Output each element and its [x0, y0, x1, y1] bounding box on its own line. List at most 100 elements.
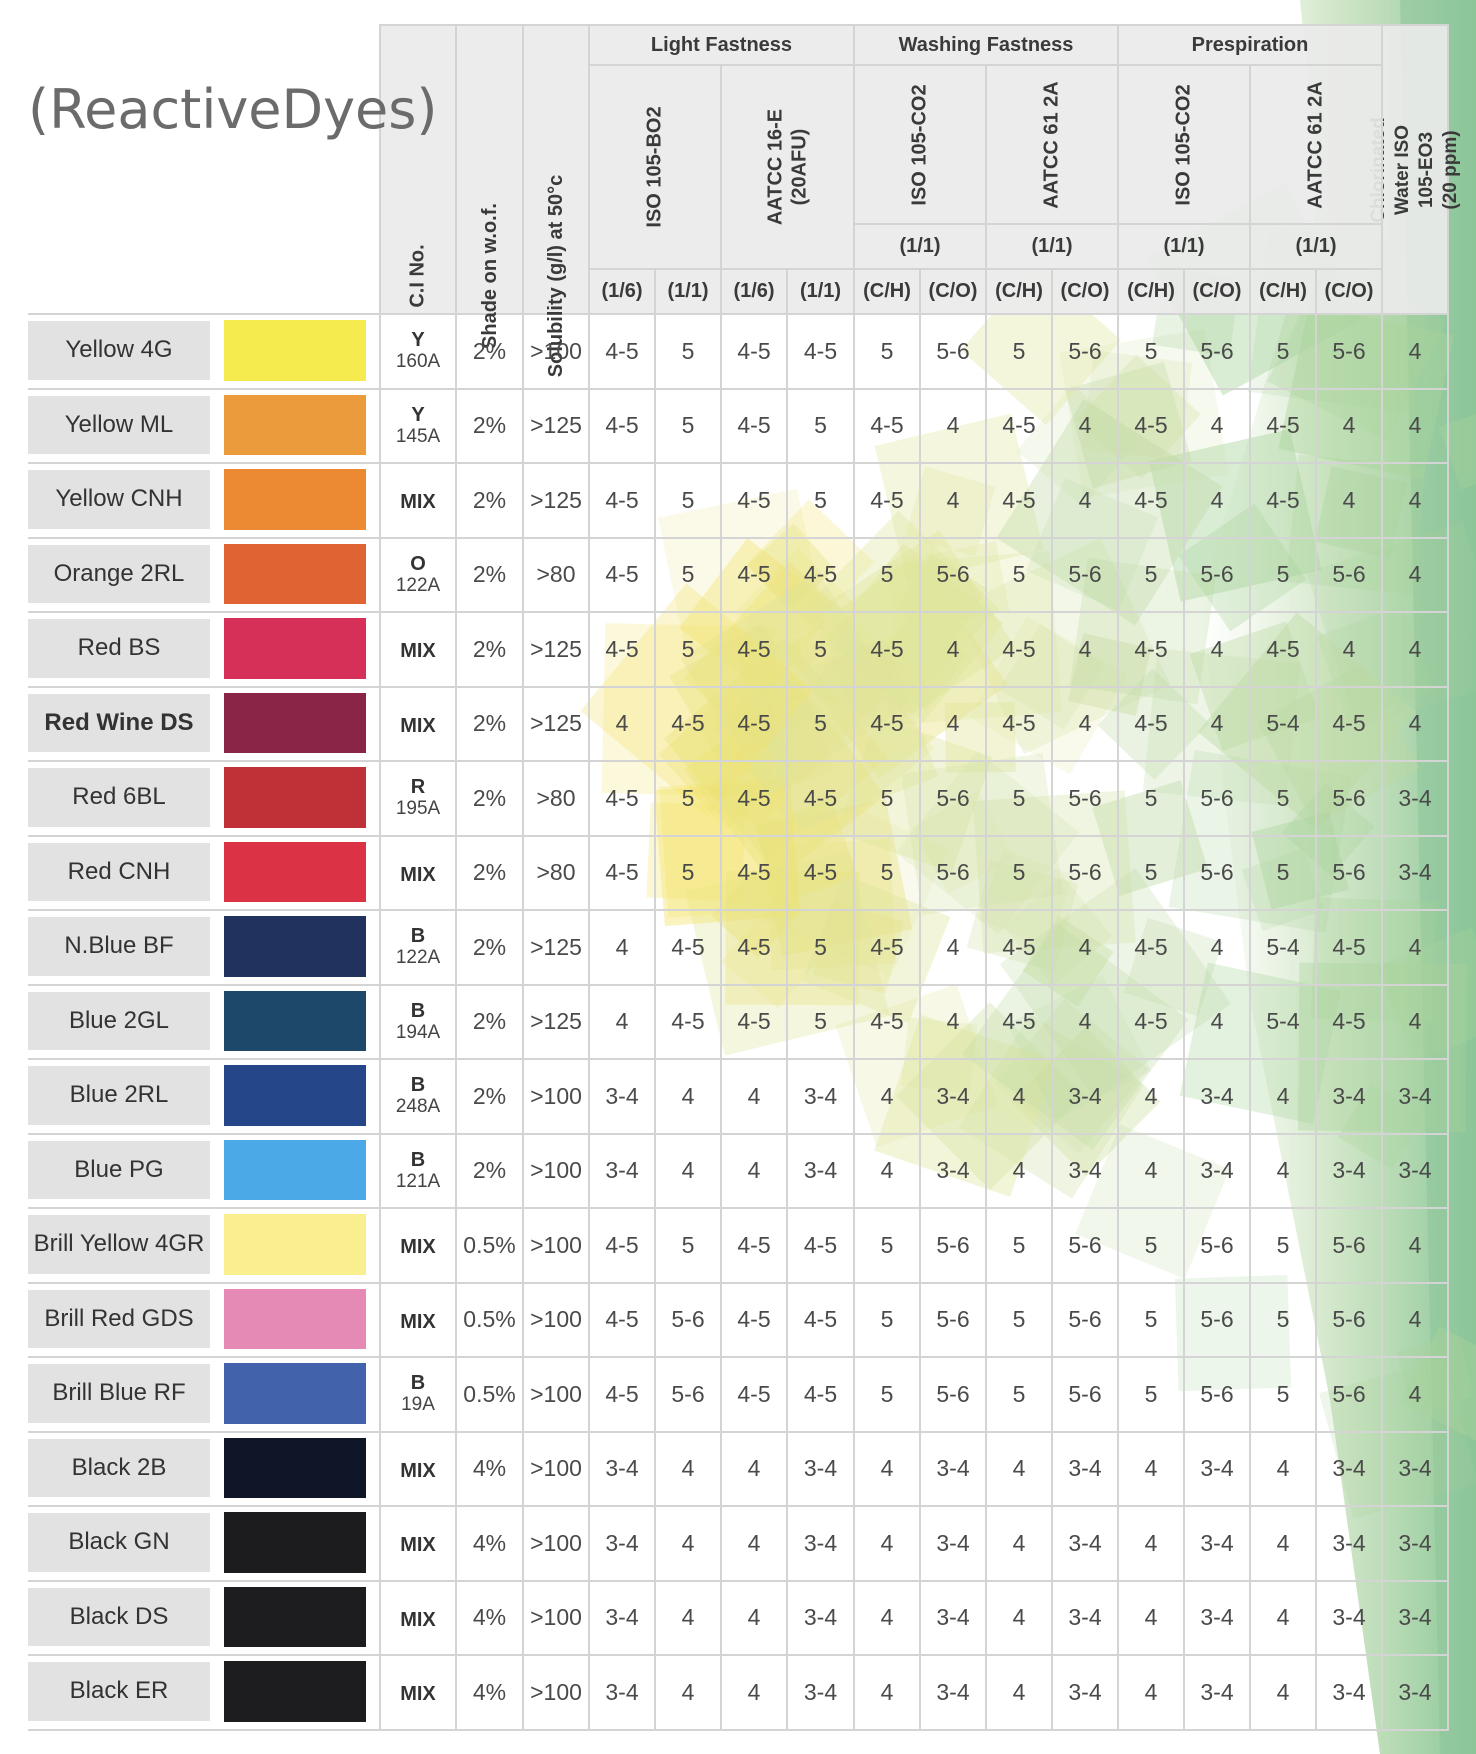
fastness-value: 4: [1276, 1157, 1290, 1184]
fastness-cell: 4-5: [855, 464, 921, 539]
fastness-value: 5-6: [936, 1380, 970, 1407]
solubility-value: >125: [530, 635, 582, 662]
fastness-cell: 3-4: [1383, 1060, 1449, 1135]
fastness-cell: 3-4: [921, 1507, 987, 1582]
fastness-cell: 4: [1317, 613, 1383, 688]
solubility-value: >125: [530, 412, 582, 439]
shade-cell: 2%: [457, 315, 524, 390]
fastness-value: 3-4: [936, 1082, 970, 1109]
color-swatch-blue-2rl: [224, 1065, 366, 1126]
header-perspiration-iso-105-co2: ISO 105-CO2: [1119, 66, 1251, 225]
ci-code: B: [410, 1372, 426, 1395]
fastness-cell: 5: [788, 985, 855, 1060]
ci-number-cell: B 122A: [381, 911, 457, 986]
fastness-value: 4: [1210, 1008, 1224, 1035]
fastness-cell: 3-4: [1383, 1507, 1449, 1582]
solubility-cell: >125: [524, 687, 590, 762]
fastness-cell: 4: [921, 687, 987, 762]
header-ci-no: C.I No.: [381, 26, 457, 315]
fastness-cell: 5: [1119, 538, 1185, 613]
fastness-value: 3-4: [1332, 1082, 1366, 1109]
fastness-value: 5: [1012, 859, 1026, 886]
row-divider: [28, 685, 381, 688]
fastness-value: 4-5: [737, 1231, 771, 1258]
subheader-1: (1/1): [656, 270, 722, 315]
ci-code: MIX: [400, 640, 436, 663]
fastness-value: 4: [1408, 1306, 1422, 1333]
fastness-value: 4-5: [1134, 412, 1168, 439]
table-top-border: [379, 24, 1449, 26]
fastness-cell: 3-4: [1053, 1507, 1119, 1582]
ci-code: MIX: [400, 1608, 436, 1631]
fastness-cell: 5: [1119, 1358, 1185, 1433]
fastness-value: 3-4: [803, 1604, 838, 1631]
shade-value: 0.5%: [463, 1380, 516, 1407]
fastness-value: 4-5: [870, 710, 904, 737]
fastness-cell: 5: [987, 315, 1053, 390]
shade-cell: 2%: [457, 1134, 524, 1209]
row-divider: [28, 1356, 381, 1358]
shade-value: 4%: [472, 1604, 507, 1631]
fastness-cell: 5: [656, 315, 722, 390]
shade-cell: 0.5%: [457, 1209, 524, 1284]
fastness-cell: 4: [1185, 687, 1251, 762]
fastness-value: 5-6: [1332, 337, 1366, 364]
header-washing-iso-105-co2-label: ISO 105-CO2: [908, 83, 931, 206]
fastness-value: 5-4: [1266, 710, 1300, 737]
fastness-value: 4: [1342, 635, 1356, 662]
solubility-value: >80: [536, 784, 576, 811]
fastness-cell: 3-4: [1185, 1432, 1251, 1507]
row-divider: [28, 1132, 381, 1135]
fastness-value: 5-6: [1068, 561, 1102, 588]
ci-code: MIX: [400, 1459, 436, 1482]
fastness-cell: 4: [1053, 389, 1119, 464]
fastness-value: 5-6: [1068, 1380, 1102, 1407]
fastness-cell: 4-5: [656, 985, 722, 1060]
fastness-cell: 4: [921, 911, 987, 986]
fastness-value: 5: [880, 784, 894, 811]
fastness-cell: 3-4: [1383, 762, 1449, 837]
fastness-cell: 4: [987, 1656, 1053, 1731]
fastness-cell: 3-4: [1053, 1060, 1119, 1135]
ci-number: 122A: [395, 574, 441, 596]
fastness-value: 5: [814, 635, 827, 662]
ci-number-cell: B 194A: [381, 985, 457, 1060]
fastness-cell: 4-5: [590, 315, 656, 390]
fastness-value: 5-6: [1068, 784, 1102, 811]
solubility-cell: >100: [524, 1134, 590, 1209]
ci-number-cell: MIX: [381, 1656, 457, 1731]
fastness-value: 4: [747, 1455, 761, 1482]
fastness-cell: 3-4: [1053, 1432, 1119, 1507]
fastness-cell: 3-4: [788, 1656, 855, 1731]
ci-number-cell: MIX: [381, 1432, 457, 1507]
row-divider: [28, 1728, 381, 1731]
dye-name-black-2b: Black 2B: [28, 1438, 210, 1497]
fastness-value: 4: [1408, 337, 1422, 364]
fastness-cell: 4-5: [722, 389, 788, 464]
dye-name-yellow-ml: Yellow ML: [28, 395, 210, 454]
shade-value: 2%: [472, 1082, 507, 1109]
fastness-cell: 5-4: [1251, 985, 1317, 1060]
fastness-value: 3-4: [936, 1529, 970, 1556]
fastness-cell: 5-6: [921, 315, 987, 390]
fastness-value: 5: [681, 412, 695, 439]
ci-code: Y: [411, 329, 425, 352]
shade-cell: 2%: [457, 1060, 524, 1135]
fastness-cell: 4: [590, 687, 656, 762]
fastness-cell: 4: [1119, 1134, 1185, 1209]
solubility-value: >125: [530, 1008, 582, 1035]
color-swatch-n-blue-bf: [224, 916, 366, 977]
ci-number-cell: MIX: [381, 1581, 457, 1656]
subheader-0: (1/6): [590, 270, 656, 315]
fastness-cell: 4-5: [722, 613, 788, 688]
fastness-cell: 5-6: [1185, 315, 1251, 390]
fastness-cell: 4-5: [788, 836, 855, 911]
fastness-cell: 4: [1251, 1507, 1317, 1582]
subheader-6: (C/H): [987, 270, 1053, 315]
fastness-cell: 4: [722, 1060, 788, 1135]
dye-name-yellow-4g: Yellow 4G: [28, 321, 210, 380]
fastness-value: 5: [880, 1231, 894, 1258]
ci-code: B: [410, 925, 426, 948]
header-chlorinated-water: Chlorinated Water ISO 105-EO3 (20 ppm): [1368, 26, 1461, 315]
fastness-cell: 4-5: [722, 1209, 788, 1284]
